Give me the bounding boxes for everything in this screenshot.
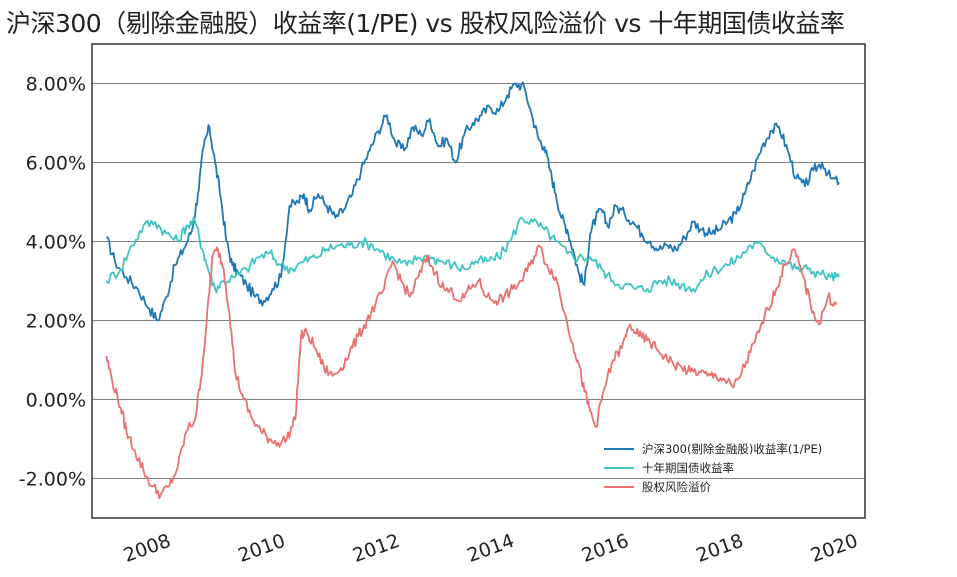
x-tick-label: 2016 — [579, 530, 632, 567]
legend-label-1: 十年期国债收益率 — [642, 461, 734, 475]
y-tick-label: -2.00% — [19, 469, 86, 491]
series-line-2 — [105, 244, 838, 500]
x-tick-label: 2010 — [235, 530, 288, 567]
x-tick-label: 2018 — [693, 530, 746, 567]
x-tick-label: 2020 — [808, 530, 861, 567]
plot-frame — [91, 43, 866, 519]
x-tick-label: 2008 — [121, 530, 174, 567]
y-tick-label: 6.00% — [26, 153, 86, 175]
x-tick-label: 2014 — [464, 530, 517, 567]
series-lines — [105, 81, 841, 500]
x-axis-ticks: 2008 2010 2012 2014 2016 2018 2020 — [121, 530, 861, 567]
y-tick-label: 8.00% — [26, 74, 86, 96]
gridlines — [92, 83, 865, 479]
x-tick-label: 2012 — [350, 530, 403, 567]
y-tick-label: 2.00% — [26, 311, 86, 333]
y-tick-label: 4.00% — [26, 232, 86, 254]
legend-label-2: 股权风险溢价 — [642, 480, 711, 494]
series-line-1 — [105, 216, 841, 294]
y-axis-ticks: -2.00% 0.00% 2.00% 4.00% 6.00% 8.00% — [19, 74, 86, 491]
y-tick-label: 0.00% — [26, 390, 86, 412]
series-line-0 — [106, 81, 840, 322]
legend-label-0: 沪深300(剔除金融股)收益率(1/PE) — [642, 442, 822, 456]
chart-title: 沪深300（剔除金融股）收益率(1/PE) vs 股权风险溢价 vs 十年期国债… — [6, 9, 845, 38]
